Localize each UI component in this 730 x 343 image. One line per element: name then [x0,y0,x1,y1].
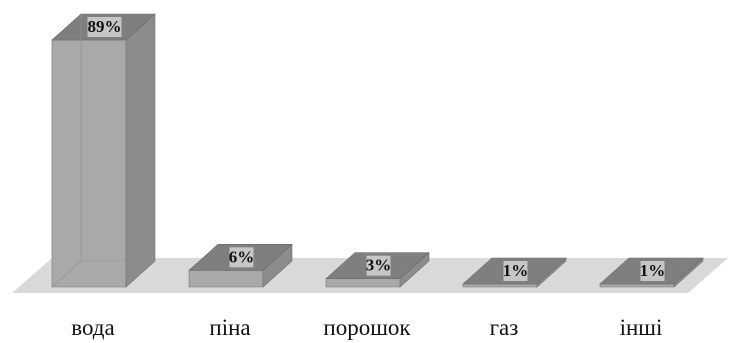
data-label: 1% [503,261,529,280]
bar-front [325,278,401,288]
category-label: піна [209,315,250,340]
bar-піна: 6% [188,243,293,288]
category-label: газ [490,315,519,340]
data-label: 1% [640,261,666,280]
data-label-bg [640,261,665,281]
bars-group: 89% 6% 3% 1% 1% [51,13,704,288]
bar-порошок: 3% [325,252,430,288]
category-label: інші [620,315,663,340]
bar-front [188,270,264,288]
data-label-bg [503,261,528,281]
data-label-bg [366,255,391,276]
bar-front [51,39,127,288]
bar-front [462,283,538,288]
data-label: 89% [88,17,122,36]
bar-front [599,283,675,288]
category-label: вода [71,315,114,340]
bar-вода: 89% [51,13,156,288]
data-label: 3% [366,256,392,275]
category-labels: вода піна порошок газ інші [71,315,662,340]
data-label: 6% [229,247,255,266]
data-label-bg [87,17,122,37]
bar-side [125,13,156,288]
category-label: порошок [323,315,411,340]
bar-газ: 1% [462,257,567,288]
data-label-bg [229,247,254,268]
bar-інші: 1% [599,257,704,288]
bar-back-edge [51,260,82,288]
